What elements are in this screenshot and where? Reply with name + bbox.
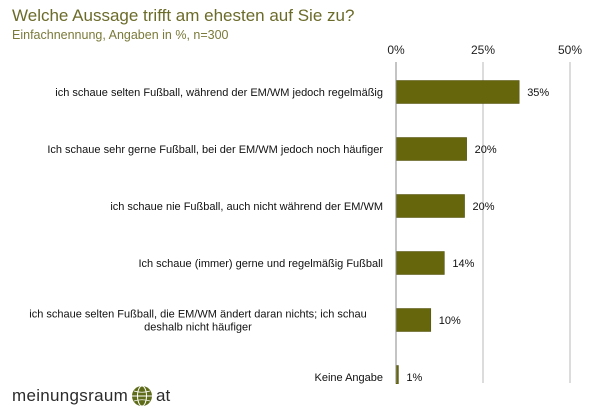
- category-label: Keine Angabe: [314, 372, 383, 384]
- category-label: Ich schaue (immer) gerne und regelmäßig …: [138, 258, 383, 270]
- value-label: 1%: [406, 372, 422, 384]
- category-label: ich schaue selten Fußball, die EM/WM änd…: [29, 309, 367, 334]
- bar: [395, 308, 432, 332]
- value-label: 10%: [439, 315, 461, 327]
- bar-chart: 0% 25% 50% 35% ich schaue selten Fußball, wä…: [29, 43, 582, 384]
- category-label: ich schaue nie Fußball, auch nicht währe…: [110, 201, 383, 213]
- chart-title: Welche Aussage trifft am ehesten auf Sie…: [12, 6, 355, 25]
- category-label: Ich schaue sehr gerne Fußball, bei der E…: [47, 144, 383, 156]
- category-label: ich schaue selten Fußball, während der E…: [55, 87, 383, 99]
- logo-text: meinungsraum: [12, 386, 129, 405]
- x-tick-label: 50%: [558, 43, 582, 57]
- value-label: 14%: [452, 258, 474, 270]
- bar: [395, 194, 465, 218]
- globe-icon: [132, 385, 153, 407]
- logo-suffix: at: [156, 386, 171, 405]
- value-label: 20%: [473, 201, 495, 213]
- x-tick-label: 25%: [471, 43, 495, 57]
- x-tick-label: 0%: [387, 43, 405, 57]
- bar: [395, 80, 520, 104]
- value-label: 20%: [475, 144, 497, 156]
- bar: [395, 251, 445, 275]
- chart-subtitle: Einfachnennung, Angaben in %, n=300: [12, 28, 229, 42]
- brand-logo: meinungsraum at: [12, 384, 170, 408]
- value-label: 35%: [527, 87, 549, 99]
- bar: [395, 137, 467, 161]
